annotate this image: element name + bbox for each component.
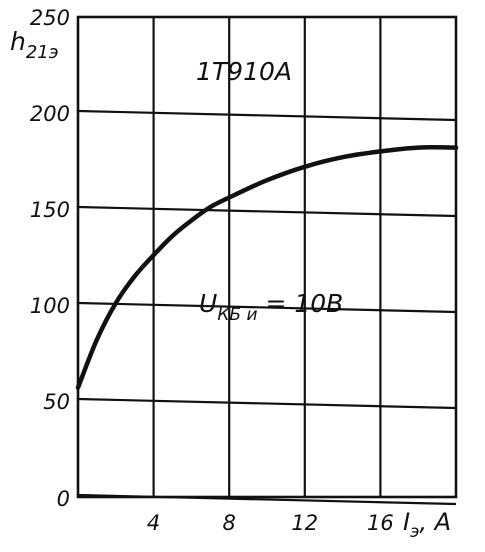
y-tick-label: 250 — [30, 6, 70, 30]
annotation-sub: КБ и — [217, 305, 257, 325]
y-tick-label: 150 — [30, 198, 70, 222]
x-tick-label: 4 — [147, 511, 160, 535]
annotation: UКБ и = 10B — [199, 289, 343, 325]
grid-line-y-200 — [77, 109, 457, 122]
x-tick-label: 16 — [367, 511, 394, 535]
y-tick-label: 0 — [57, 487, 70, 511]
grid-line-y-150 — [77, 205, 457, 218]
y-tick-label: 200 — [30, 102, 70, 126]
x-axis-label: Iэ, A — [403, 508, 451, 542]
tick-labels: 0 50 100 150 200 250 4 8 12 16 — [30, 6, 394, 535]
plot-frame — [76, 15, 458, 499]
x-axis-label-unit: , A — [419, 508, 451, 536]
x-axis-label-main: I — [403, 508, 410, 536]
series-line — [75, 145, 459, 390]
grid-line-y-50 — [77, 397, 457, 410]
annotation-main: U — [199, 289, 217, 318]
annotation-rest: = 10B — [258, 289, 344, 318]
x-axis-label-sub: э — [410, 522, 419, 542]
y-axis-label-sub: 21э — [26, 42, 59, 63]
grid-line-y-100 — [77, 301, 457, 314]
chart-title: 1T910A — [196, 57, 292, 86]
y-tick-label: 50 — [43, 390, 70, 414]
x-tick-label: 8 — [223, 511, 236, 535]
grid — [77, 17, 457, 506]
y-tick-label: 100 — [30, 294, 70, 318]
y-axis-label-main: h — [10, 27, 26, 56]
x-tick-label: 12 — [291, 511, 318, 535]
y-axis-label: h21э — [10, 27, 59, 63]
